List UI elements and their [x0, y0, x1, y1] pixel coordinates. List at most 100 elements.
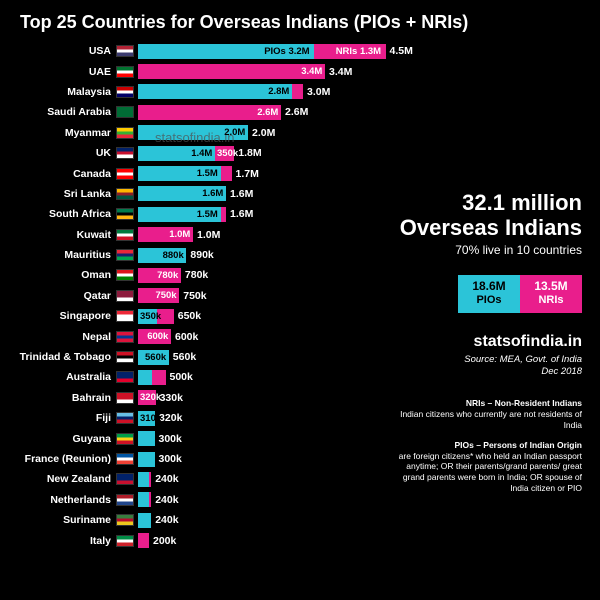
country-label: Mauritius — [8, 249, 116, 261]
def-pio-body: are foreign citizens* who held an Indian… — [399, 451, 582, 493]
flag-icon — [116, 535, 134, 547]
nri-value-label: 320k — [140, 392, 161, 403]
total-label: 2.6M — [285, 106, 308, 118]
flag-icon — [116, 514, 134, 526]
total-label: 750k — [183, 290, 206, 302]
chart-row: USAPIOs 3.2MNRIs 1.3M4.5M — [8, 41, 600, 61]
source-line1: Source: MEA, Govt. of India — [464, 354, 582, 365]
country-label: Qatar — [8, 290, 116, 302]
country-label: Kuwait — [8, 229, 116, 241]
legend-nri-label: NRIs — [538, 294, 563, 307]
country-label: Bahrain — [8, 392, 116, 404]
country-label: USA — [8, 45, 116, 57]
total-label: 4.5M — [390, 45, 413, 57]
bar-nri — [221, 207, 227, 222]
legend-pio-label: PIOs — [476, 294, 501, 307]
sidebar-panel: 32.1 million Overseas Indians 70% live i… — [392, 190, 582, 503]
bar-pio — [138, 452, 155, 467]
pio-value-label: 2.8M — [268, 86, 289, 97]
bar-group — [138, 533, 149, 548]
total-label: 1.6M — [230, 188, 253, 200]
bar-group: 2.6M — [138, 105, 281, 120]
country-label: Netherlands — [8, 494, 116, 506]
bar-group: 1.6M — [138, 186, 226, 201]
country-label: Singapore — [8, 310, 116, 322]
total-label: 240k — [155, 494, 178, 506]
bar-group: 2.0M — [138, 125, 248, 140]
flag-icon — [116, 494, 134, 506]
bar-group: 780k — [138, 268, 181, 283]
country-label: Myanmar — [8, 127, 116, 139]
legend: 18.6M PIOs 13.5M NRIs — [392, 275, 582, 313]
bar-group: 600k — [138, 329, 171, 344]
pio-value-label: PIOs 3.2M — [264, 46, 309, 57]
total-label: 650k — [178, 310, 201, 322]
chart-row: Malaysia 2.8M 3.0M — [8, 82, 600, 102]
total-label: 780k — [185, 269, 208, 281]
flag-icon — [116, 66, 134, 78]
bar-group: 320k — [138, 390, 156, 405]
country-label: Oman — [8, 269, 116, 281]
country-label: Fiji — [8, 412, 116, 424]
total-label: 3.0M — [307, 86, 330, 98]
bar-nri — [138, 533, 149, 548]
chart-row: Italy200k — [8, 530, 600, 550]
flag-icon — [116, 249, 134, 261]
flag-icon — [116, 412, 134, 424]
chart-row: Myanmar 2.0M 2.0M — [8, 123, 600, 143]
flag-icon — [116, 310, 134, 322]
total-label: 240k — [155, 473, 178, 485]
flag-icon — [116, 229, 134, 241]
flag-icon — [116, 473, 134, 485]
bar-group — [138, 513, 151, 528]
pio-value-label: 2.0M — [224, 127, 245, 138]
definitions: NRIs – Non-Resident Indians Indian citiz… — [392, 398, 582, 493]
bar-group — [138, 472, 151, 487]
bar-group: 560k — [138, 350, 169, 365]
flag-icon — [116, 106, 134, 118]
chart-title: Top 25 Countries for Overseas Indians (P… — [0, 0, 600, 41]
country-label: Guyana — [8, 433, 116, 445]
legend-nri-value: 13.5M — [534, 280, 567, 294]
country-label: France (Reunion) — [8, 453, 116, 465]
total-number: 32.1 million — [462, 190, 582, 215]
bar-group: 1.4M350k — [138, 146, 234, 161]
flag-icon — [116, 433, 134, 445]
total-label: 1.0M — [197, 229, 220, 241]
bar-nri — [152, 370, 166, 385]
country-label: Malaysia — [8, 86, 116, 98]
legend-nri: 13.5M NRIs — [520, 275, 582, 313]
bar-nri — [138, 64, 325, 79]
bar-pio — [138, 492, 149, 507]
flag-icon — [116, 86, 134, 98]
pio-value-label: 880k — [163, 250, 184, 261]
flag-icon — [116, 371, 134, 383]
flag-icon — [116, 168, 134, 180]
country-label: Italy — [8, 535, 116, 547]
nri-value-label: 3.4M — [301, 66, 322, 77]
pio-value-label: 350k — [140, 311, 161, 322]
flag-icon — [116, 45, 134, 57]
chart-row: Saudi Arabia2.6M2.6M — [8, 102, 600, 122]
flag-icon — [116, 127, 134, 139]
total-label: 1.6M — [230, 208, 253, 220]
bar-pio — [138, 431, 155, 446]
country-label: Australia — [8, 371, 116, 383]
def-nri-title: NRIs – Non-Resident Indians — [466, 398, 582, 408]
total-label: 3.4M — [329, 66, 352, 78]
sub-stat: 70% live in 10 countries — [392, 243, 582, 257]
source-line2: Dec 2018 — [541, 366, 582, 377]
bar-nri — [149, 472, 151, 487]
total-label: Overseas Indians — [400, 215, 582, 240]
country-label: Nepal — [8, 331, 116, 343]
total-label: 320k — [159, 412, 182, 424]
bar-group: 880k — [138, 248, 186, 263]
total-label: 2.0M — [252, 127, 275, 139]
chart-row: UK1.4M350k1.8M — [8, 143, 600, 163]
country-label: South Africa — [8, 208, 116, 220]
country-label: Canada — [8, 168, 116, 180]
country-label: Suriname — [8, 514, 116, 526]
nri-value-label: 780k — [157, 270, 178, 281]
nri-value-label: 1.0M — [169, 229, 190, 240]
bar-group: 1.5M — [138, 166, 232, 181]
